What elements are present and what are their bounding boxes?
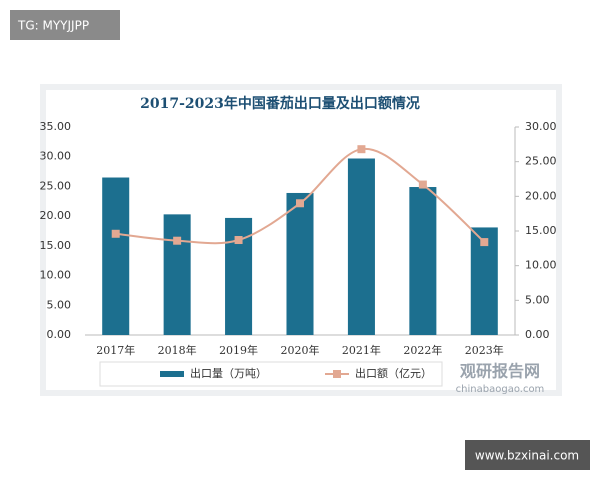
line-marker — [111, 229, 120, 238]
y-tick-label: 30.00 — [40, 150, 72, 163]
y-tick-label: 15.00 — [40, 239, 72, 252]
y-tick-label: 5.00 — [47, 298, 72, 311]
y-tick-label: 25.00 — [40, 179, 72, 192]
bar — [163, 214, 191, 335]
x-tick-label: 2023年 — [465, 343, 504, 357]
line-marker — [234, 236, 243, 245]
legend-box — [99, 361, 443, 387]
y2-tick-label: 0.00 — [525, 328, 550, 341]
legend-label: 出口量（万吨） — [190, 366, 267, 380]
x-tick-label: 2021年 — [342, 343, 381, 357]
bar — [102, 177, 130, 335]
legend-swatch — [160, 371, 184, 377]
bar — [286, 192, 314, 335]
bar — [347, 158, 375, 335]
logo-name: 观研报告网 — [460, 362, 540, 381]
y2-tick-label: 25.00 — [525, 155, 557, 168]
logo-site: chinabaogao.com — [456, 384, 545, 395]
line-marker — [418, 180, 427, 189]
y-tick-label: 0.00 — [47, 328, 72, 341]
y2-tick-label: 15.00 — [525, 224, 557, 237]
watermark-box — [10, 10, 120, 40]
x-tick-label: 2020年 — [281, 343, 320, 357]
watermark: TG: MYYJJPP — [17, 19, 89, 33]
y2-tick-label: 10.00 — [525, 259, 557, 272]
bar — [409, 187, 437, 335]
legend-label: 出口额（亿元） — [355, 366, 432, 380]
y-tick-label: 35.00 — [40, 120, 72, 133]
footer: www.bzxinai.com — [475, 449, 579, 463]
y2-tick-label: 20.00 — [525, 189, 557, 202]
line-marker — [357, 145, 366, 154]
line-marker — [173, 236, 182, 245]
y-tick-label: 20.00 — [40, 209, 72, 222]
footer-box — [465, 440, 590, 470]
plot: 0.00 5.00 10.00 15.00 20.00 25.00 30.00 35.00 0.… — [40, 120, 557, 380]
y2-tick-label: 30.00 — [525, 120, 557, 133]
x-tick-label: 2017年 — [96, 343, 135, 357]
x-tick-label: 2019年 — [219, 343, 258, 357]
legend-swatch — [333, 370, 341, 378]
x-tick-label: 2022年 — [403, 343, 442, 357]
y-tick-label: 10.00 — [40, 269, 72, 282]
chart-title: 2017-2023年中国番茄出口量及出口额情况 — [140, 95, 420, 112]
x-tick-label: 2018年 — [158, 343, 197, 357]
line-marker — [480, 238, 489, 247]
line-marker — [296, 199, 304, 208]
y2-tick-label: 5.00 — [525, 293, 550, 306]
